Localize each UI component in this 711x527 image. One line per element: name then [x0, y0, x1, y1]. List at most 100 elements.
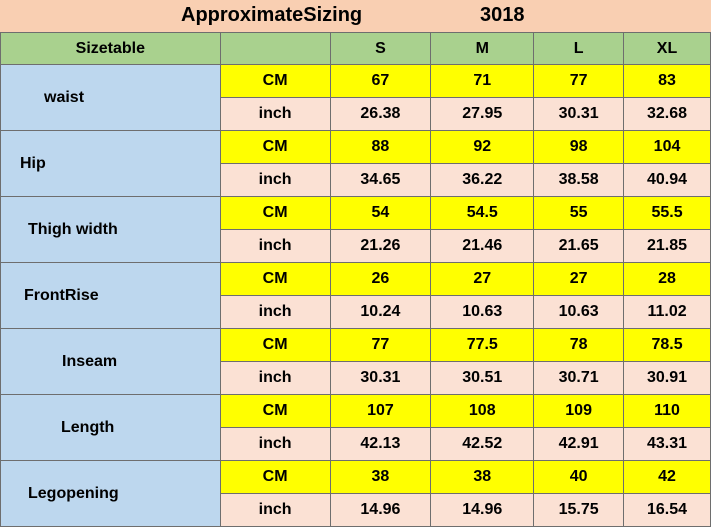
value-cell: 78.5 — [623, 328, 711, 362]
unit-cm: CM — [219, 262, 331, 296]
header-row: Sizetable S M L XL — [0, 32, 711, 65]
row-length-inch: inch 42.13 42.52 42.91 43.31 — [1, 427, 711, 461]
value-cell: 88 — [329, 130, 432, 164]
measurement-cell: waist — [0, 64, 221, 131]
value-cell: 26 — [329, 262, 432, 296]
value-cell: 16.54 — [623, 493, 711, 527]
unit-cm: CM — [219, 196, 331, 230]
row-hip-cm: Hip CM 88 92 98 104 — [0, 130, 711, 197]
row-thigh-width-inch: inch 21.26 21.46 21.65 21.85 — [1, 229, 711, 263]
measurement-label-inseam: Inseam — [62, 352, 118, 370]
value-cell: 27 — [533, 262, 625, 296]
measurement-label-legopening: Legopening — [28, 484, 119, 502]
unit-cm: CM — [219, 130, 331, 164]
value-cell: 30.31 — [329, 361, 432, 395]
measurement-label-waist: waist — [44, 88, 85, 106]
value-cell: 30.31 — [533, 97, 625, 131]
unit-inch: inch — [219, 163, 331, 197]
header-unit-blank — [219, 32, 331, 65]
unit-cm: CM — [219, 64, 331, 98]
row-hip-inch: inch 34.65 36.22 38.58 40.94 — [1, 163, 711, 197]
row-legopening-inch: inch 14.96 14.96 15.75 16.54 — [1, 493, 711, 527]
value-cell: 11.02 — [623, 295, 711, 329]
row-length-cm: Length CM 107 108 109 110 — [0, 394, 711, 461]
value-cell: 54.5 — [430, 196, 535, 230]
value-cell: 78 — [533, 328, 625, 362]
value-cell: 42.13 — [329, 427, 432, 461]
row-frontrise-inch: inch 10.24 10.63 10.63 11.02 — [1, 295, 711, 329]
value-cell: 110 — [623, 394, 711, 428]
unit-inch: inch — [219, 427, 331, 461]
title-bar: ApproximateSizing 3018 — [0, 0, 711, 32]
value-cell: 54 — [329, 196, 432, 230]
value-cell: 30.51 — [430, 361, 535, 395]
value-cell: 32.68 — [623, 97, 711, 131]
value-cell: 83 — [623, 64, 711, 98]
value-cell: 30.71 — [533, 361, 625, 395]
value-cell: 108 — [430, 394, 535, 428]
row-legopening-cm: Legopening CM 38 38 40 42 — [0, 460, 711, 527]
measurement-cell: Inseam — [0, 328, 221, 395]
measurement-cell: Thigh width — [0, 196, 221, 263]
value-cell: 38 — [329, 460, 432, 494]
header-size-l: L — [533, 32, 625, 65]
value-cell: 21.26 — [329, 229, 432, 263]
value-cell: 27.95 — [430, 97, 535, 131]
value-cell: 109 — [533, 394, 625, 428]
unit-inch: inch — [219, 97, 331, 131]
value-cell: 15.75 — [533, 493, 625, 527]
header-size-xl: XL — [623, 32, 711, 65]
header-size-m: M — [430, 32, 535, 65]
value-cell: 107 — [329, 394, 432, 428]
value-cell: 43.31 — [623, 427, 711, 461]
unit-cm: CM — [219, 394, 331, 428]
measurement-label-length: Length — [61, 418, 115, 436]
row-inseam-inch: inch 30.31 30.51 30.71 30.91 — [1, 361, 711, 395]
unit-inch: inch — [219, 493, 331, 527]
value-cell: 77.5 — [430, 328, 535, 362]
measurement-cell: Length — [0, 394, 221, 461]
measurement-label-thigh-width: Thigh width — [28, 220, 118, 238]
value-cell: 40 — [533, 460, 625, 494]
row-thigh-width-cm: Thigh width CM 54 54.5 55 55.5 — [0, 196, 711, 263]
row-waist-cm: waist CM 67 71 77 83 — [0, 64, 711, 131]
measurement-cell: FrontRise — [0, 262, 221, 329]
value-cell: 21.85 — [623, 229, 711, 263]
value-cell: 21.46 — [430, 229, 535, 263]
value-cell: 42.52 — [430, 427, 535, 461]
value-cell: 55.5 — [623, 196, 711, 230]
size-table: Sizetable S M L XL waist CM 67 71 77 83 inch 26… — [0, 32, 711, 527]
value-cell: 98 — [533, 130, 625, 164]
unit-cm: CM — [219, 328, 331, 362]
value-cell: 42.91 — [533, 427, 625, 461]
title-model-number: 3018 — [480, 4, 525, 26]
value-cell: 38.58 — [533, 163, 625, 197]
measurement-cell: Hip — [0, 130, 221, 197]
value-cell: 14.96 — [329, 493, 432, 527]
value-cell: 27 — [430, 262, 535, 296]
title-approximate-sizing: ApproximateSizing — [181, 4, 363, 26]
value-cell: 67 — [329, 64, 432, 98]
value-cell: 104 — [623, 130, 711, 164]
unit-cm: CM — [219, 460, 331, 494]
header-size-s: S — [329, 32, 432, 65]
measurement-label-hip: Hip — [20, 154, 46, 172]
value-cell: 55 — [533, 196, 625, 230]
row-inseam-cm: Inseam CM 77 77.5 78 78.5 — [0, 328, 711, 395]
value-cell: 36.22 — [430, 163, 535, 197]
value-cell: 71 — [430, 64, 535, 98]
value-cell: 40.94 — [623, 163, 711, 197]
unit-inch: inch — [219, 361, 331, 395]
value-cell: 42 — [623, 460, 711, 494]
value-cell: 10.24 — [329, 295, 432, 329]
unit-inch: inch — [219, 295, 331, 329]
value-cell: 28 — [623, 262, 711, 296]
row-waist-inch: inch 26.38 27.95 30.31 32.68 — [1, 97, 711, 131]
measurement-cell: Legopening — [0, 460, 221, 527]
header-sizetable: Sizetable — [0, 32, 221, 65]
value-cell: 30.91 — [623, 361, 711, 395]
value-cell: 92 — [430, 130, 535, 164]
row-frontrise-cm: FrontRise CM 26 27 27 28 — [0, 262, 711, 329]
unit-inch: inch — [219, 229, 331, 263]
value-cell: 10.63 — [430, 295, 535, 329]
